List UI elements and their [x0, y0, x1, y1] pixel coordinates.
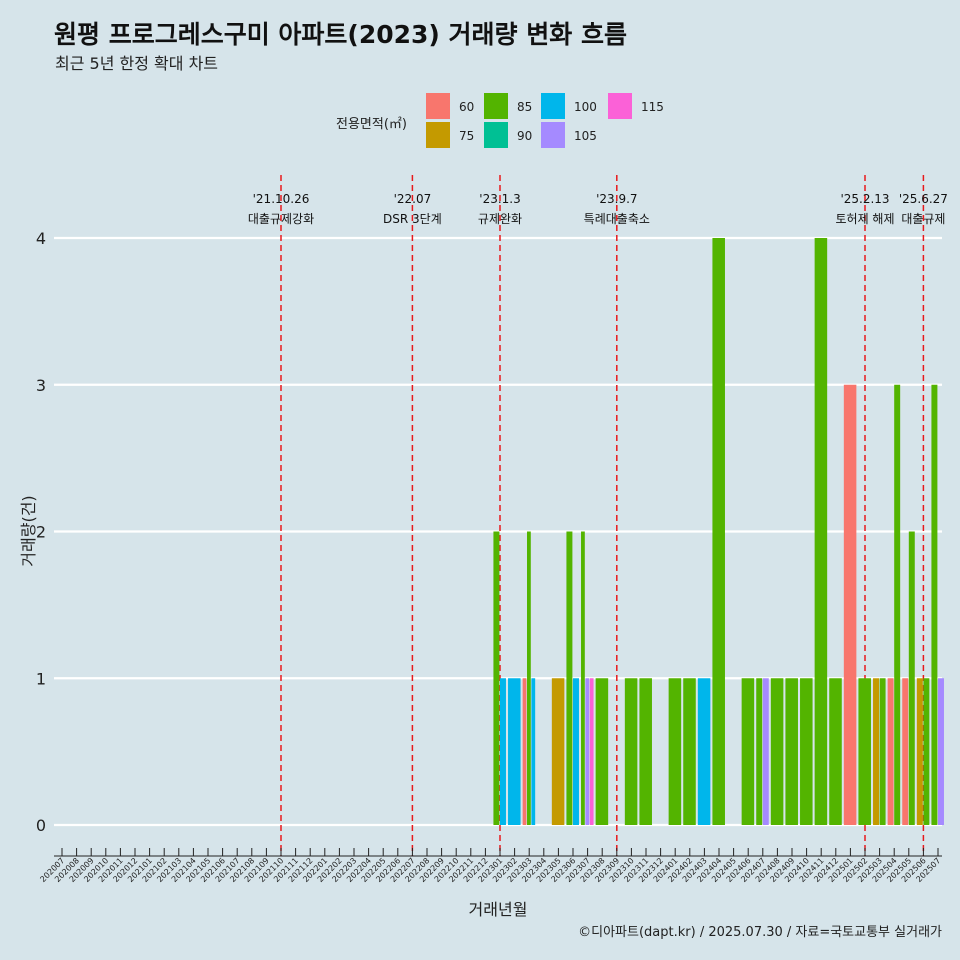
bar: [814, 238, 828, 825]
event-text-label: 특례대출축소: [584, 212, 650, 226]
bar: [785, 678, 798, 825]
bar: [668, 678, 682, 825]
event-lines: '21.10.26 대출규제강화 '22.07 DSR 3단계 '23.1.3 규제완화 '…: [248, 175, 948, 856]
y-tick-label: 4: [36, 229, 46, 248]
legend-key: [541, 122, 565, 148]
bar: [829, 678, 842, 825]
bar: [741, 678, 755, 825]
event-text-label: 규제완화: [478, 212, 522, 226]
bar: [585, 678, 590, 825]
bar: [712, 238, 725, 825]
y-tick-label: 3: [36, 376, 46, 395]
bar: [500, 678, 506, 825]
bar: [508, 678, 521, 825]
bar: [697, 678, 711, 825]
bar: [879, 678, 886, 825]
y-tick-label: 1: [36, 669, 46, 688]
y-axis-label: 거래량(건): [19, 495, 38, 566]
bar: [573, 678, 579, 825]
bar: [858, 678, 871, 825]
legend-key: [426, 93, 450, 119]
bar: [938, 678, 944, 825]
bar: [873, 678, 879, 825]
chart-subtitle: 최근 5년 한정 확대 차트: [55, 54, 218, 73]
event-date-label: '25.6.27: [899, 192, 948, 206]
event-date-label: '22.07: [394, 192, 432, 206]
event-date-label: '25.2.13: [840, 192, 889, 206]
legend-label: 105: [574, 129, 597, 143]
legend: 전용면적(㎡) 60 75 85 90 100 105 115: [336, 93, 664, 148]
bar: [908, 531, 915, 825]
bars: [493, 238, 944, 825]
bar: [522, 678, 527, 825]
legend-label: 90: [517, 129, 532, 143]
event-date-label: '21.10.26: [253, 192, 310, 206]
legend-key: [541, 93, 565, 119]
bar: [800, 678, 813, 825]
bar: [531, 678, 536, 825]
legend-key: [484, 122, 508, 148]
caption: ©디아파트(dapt.kr) / 2025.07.30 / 자료=국토교통부 실…: [578, 925, 942, 940]
bar: [551, 678, 565, 825]
event-text-label: 대출규제: [901, 212, 945, 226]
y-tick-label: 2: [36, 523, 46, 542]
bar: [894, 384, 901, 825]
bar: [931, 384, 938, 825]
legend-key: [484, 93, 508, 119]
bar: [595, 678, 609, 825]
bar: [527, 531, 531, 825]
x-axis-label: 거래년월: [469, 900, 528, 919]
legend-label: 60: [459, 100, 474, 114]
bar: [493, 531, 500, 825]
bar: [566, 531, 573, 825]
legend-key: [608, 93, 632, 119]
event-text-label: 토허제 해제: [835, 212, 894, 226]
event-text-label: DSR 3단계: [383, 212, 442, 226]
bar: [756, 678, 763, 825]
bar: [624, 678, 638, 825]
bar: [639, 678, 652, 825]
legend-label: 75: [459, 129, 474, 143]
event-date-label: '23.9.7: [596, 192, 637, 206]
bar: [589, 678, 594, 825]
legend-title: 전용면적(㎡): [336, 117, 407, 132]
bar: [843, 384, 857, 825]
legend-label: 115: [641, 100, 664, 114]
legend-label: 100: [574, 100, 597, 114]
chart-title: 원평 프로그레스구미 아파트(2023) 거래량 변화 흐름: [54, 20, 627, 49]
bar: [762, 678, 769, 825]
bar: [581, 531, 585, 825]
event-date-label: '23.1.3: [479, 192, 520, 206]
bar: [683, 678, 696, 825]
bar: [902, 678, 909, 825]
bar: [887, 678, 894, 825]
legend-key: [426, 122, 450, 148]
event-text-label: 대출규제강화: [248, 212, 314, 226]
legend-label: 85: [517, 100, 532, 114]
axes: 2020072020082020092020102020112020122021…: [38, 848, 942, 884]
bar: [770, 678, 784, 825]
y-tick-label: 0: [36, 816, 46, 835]
bar: [923, 678, 930, 825]
bar: [916, 678, 923, 825]
